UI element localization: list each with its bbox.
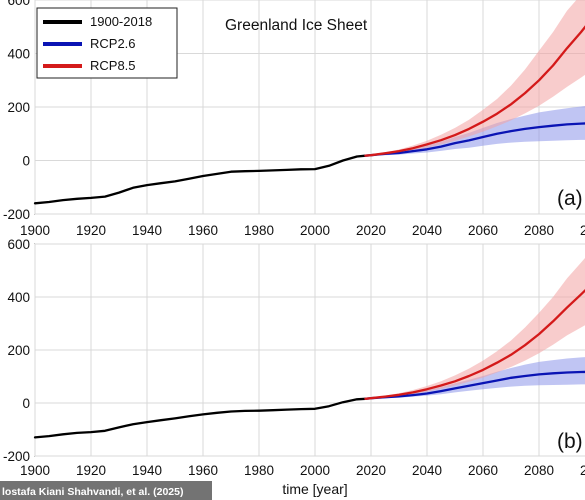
- x-tick-label: 2100: [580, 463, 585, 478]
- panel-b-uncertainty-bands: [365, 258, 585, 399]
- x-tick-label: 1980: [244, 463, 274, 478]
- panel-b-letter: (b): [557, 430, 583, 453]
- y-tick-label: 600: [7, 0, 30, 8]
- x-tick-label: 2040: [412, 463, 442, 478]
- x-tick-label: 2060: [468, 463, 498, 478]
- x-tick-label: 1980: [244, 223, 274, 238]
- y-tick-label: -200: [3, 449, 30, 464]
- x-tick-label: 1920: [76, 463, 106, 478]
- series-line-rcp85: [364, 289, 585, 400]
- series-line-rcp26: [364, 370, 585, 400]
- panel-b-y-tick-labels: -200 0 200 400 600: [3, 237, 30, 464]
- x-tick-label: 1920: [76, 223, 106, 238]
- y-tick-label: 600: [7, 237, 30, 252]
- x-tick-label: 1940: [132, 463, 162, 478]
- series-line-19002018: [33, 154, 367, 205]
- y-tick-label: -200: [3, 207, 30, 222]
- legend: 1900-2018 RCP2.6 RCP8.5: [36, 7, 178, 79]
- panel-a: -200 0 200 400 600 1900 1920 1940 1960 1980 2000 2…: [3, 0, 585, 238]
- x-tick-label: 2060: [468, 223, 498, 238]
- x-tick-label: 1900: [20, 223, 50, 238]
- x-tick-label: 2000: [300, 463, 330, 478]
- x-tick-label: 2000: [300, 223, 330, 238]
- x-tick-label: 2020: [356, 463, 386, 478]
- x-tick-label: 1960: [188, 463, 218, 478]
- series-line-19002018: [33, 397, 367, 439]
- x-tick-label: 1960: [188, 223, 218, 238]
- series-line-rcp26: [364, 122, 585, 157]
- panel-a-title: Greenland Ice Sheet: [225, 17, 368, 34]
- panel-a-x-tick-labels: 1900 1920 1940 1960 1980 2000 2020 2040 2060 2080…: [20, 223, 585, 238]
- x-tick-label: 2080: [524, 223, 554, 238]
- x-tick-label: 2100: [580, 223, 585, 238]
- panel-b-gridlines: [34, 243, 585, 457]
- band-rcp26: [365, 357, 585, 399]
- x-axis-label: time [year]: [282, 481, 347, 497]
- band-rcp85: [365, 258, 585, 399]
- y-tick-label: 0: [22, 154, 30, 169]
- x-tick-label: 2020: [356, 223, 386, 238]
- x-tick-label: 1940: [132, 223, 162, 238]
- y-tick-label: 0: [22, 396, 30, 411]
- panel-b-series-lines: [33, 289, 585, 439]
- credit-text: lostafa Kiani Shahvandi, et al. (2025): [2, 486, 183, 498]
- credit-background: [0, 481, 212, 500]
- legend-label-rcp26: RCP2.6: [90, 36, 136, 51]
- legend-label-historical: 1900-2018: [90, 14, 152, 29]
- panel-b-x-tick-labels: 1900 1920 1940 1960 1980 2000 2020 2040 2060 2080…: [20, 463, 585, 478]
- panel-a-y-tick-labels: -200 0 200 400 600: [3, 0, 30, 222]
- y-tick-label: 400: [7, 47, 30, 62]
- x-tick-label: 2040: [412, 223, 442, 238]
- x-tick-label: 2080: [524, 463, 554, 478]
- x-tick-label: 1900: [20, 463, 50, 478]
- credit-watermark: lostafa Kiani Shahvandi, et al. (2025): [0, 481, 212, 500]
- panel-a-series-lines: [33, 25, 585, 205]
- panel-b: -200 0 200 400 600 1900 1920 1940 1960 1980 2000 2…: [3, 237, 585, 497]
- legend-label-rcp85: RCP8.5: [90, 58, 136, 73]
- y-tick-label: 200: [7, 100, 30, 115]
- y-tick-label: 400: [7, 290, 30, 305]
- y-tick-label: 200: [7, 343, 30, 358]
- series-line-rcp85: [364, 25, 585, 157]
- panel-a-letter: (a): [557, 187, 583, 210]
